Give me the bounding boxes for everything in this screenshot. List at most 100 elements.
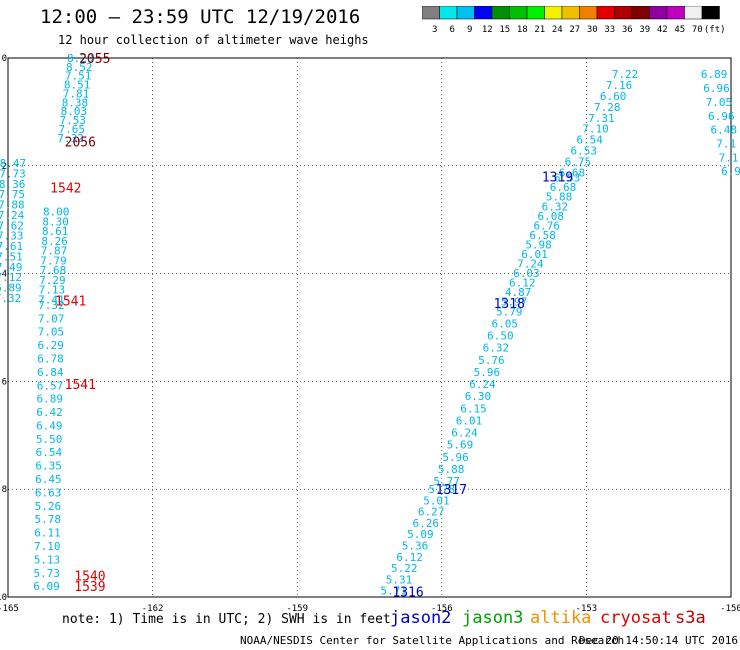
wave-height-value: 6.68 — [550, 181, 577, 194]
wave-height-value: 6.03 — [513, 267, 540, 280]
wave-height-value: 6.12 — [396, 551, 423, 564]
wave-height-value: 6.29 — [37, 339, 64, 352]
wave-height-value: 7.22 — [612, 68, 639, 81]
wave-height-value: 7.12 — [0, 271, 22, 284]
colorbar-label: (ft) — [704, 25, 726, 35]
wave-height-value: 6.58 — [529, 229, 556, 242]
wave-height-value: 7.65 — [58, 123, 85, 136]
wave-height-value: 6.48 — [711, 124, 738, 137]
wave-height-value: 5.79 — [496, 305, 523, 318]
colorbar-label: 15 — [499, 25, 510, 35]
wave-height-value: 7.28 — [594, 101, 621, 114]
wave-height-value: 6.09 — [33, 580, 60, 593]
wave-height-value: 5.22 — [391, 562, 418, 575]
legend-s3a: s3a — [675, 608, 706, 628]
wave-height-value: 8.61 — [42, 225, 69, 238]
wave-height-value: 6.63 — [35, 486, 62, 499]
wave-height-value: 7.29 — [39, 274, 66, 287]
wave-height-value: 7.73 — [0, 167, 26, 180]
wave-height-value: 8.30 — [42, 215, 69, 228]
chart-subtitle: 12 hour collection of altimeter wave hei… — [58, 33, 369, 47]
credit-line: NOAA/NESDIS Center for Satellite Applica… — [240, 634, 625, 647]
y-tick-label: 0 — [2, 54, 7, 64]
wave-height-value: 7.13 — [39, 284, 66, 297]
track-label: 1539 — [74, 580, 105, 595]
wave-height-value: 6.12 — [509, 277, 536, 290]
wave-height-value: 4.87 — [505, 286, 532, 299]
wave-height-value: 7.51 — [65, 70, 92, 83]
legend-jason3: jason3 — [462, 608, 524, 628]
colorbar-label: 3 — [432, 25, 437, 35]
wave-height-value: 6.68 — [559, 166, 586, 179]
wave-height-value: 7.49 — [0, 261, 22, 274]
wave-height-value: 6.08 — [538, 210, 565, 223]
x-tick-label: -153 — [576, 604, 598, 614]
colorbar-label: 70 — [692, 25, 703, 35]
generation-datetime: Dec 20 14:50:14 UTC 2016 — [579, 634, 738, 647]
wave-height-value: 6.45 — [35, 473, 62, 486]
wave-height-value: 5.73 — [34, 567, 61, 580]
colorbar-label: 24 — [552, 25, 563, 35]
wave-height-value: 5.31 — [386, 573, 413, 586]
wave-height-value: 8.26 — [41, 235, 68, 248]
colorbar-label: 30 — [587, 25, 598, 35]
wave-height-value: 6.50 — [487, 330, 514, 343]
wave-height-value: 7.79 — [40, 254, 67, 267]
y-tick-label: -6 — [0, 377, 7, 387]
wave-height-value: 5.69 — [447, 439, 474, 452]
track-label: 1542 — [50, 181, 81, 196]
wave-height-value: 5.88 — [438, 463, 465, 476]
wave-height-value: 5.96 — [474, 366, 501, 379]
wave-height-value: 5.26 — [35, 500, 62, 513]
track-label: 1316 — [392, 586, 423, 601]
colorbar-label: 42 — [657, 25, 668, 35]
wave-height-value: 5.78 — [429, 483, 456, 496]
wave-height-value: 7.10 — [34, 540, 61, 553]
wave-height-value: 5.96 — [442, 451, 469, 464]
wave-height-value: 6.49 — [36, 419, 63, 432]
wave-height-value: 7.1 — [719, 151, 739, 164]
wave-height-value: 6.9 — [721, 165, 740, 178]
y-tick-label: -2 — [0, 162, 7, 172]
wave-height-value: 5.78 — [34, 513, 61, 526]
wave-height-value: 6.24 — [451, 427, 478, 440]
wave-height-value: 6.54 — [36, 446, 63, 459]
wave-height-value: 6.32 — [483, 342, 510, 355]
track-label: 1317 — [436, 483, 467, 498]
wave-height-value: 7.68 — [40, 264, 67, 277]
wave-height-value: 6.84 — [37, 366, 64, 379]
wave-height-value: 8.38 — [62, 96, 89, 109]
wave-height-value: 8.00 — [43, 206, 70, 219]
wave-height-value: 5.01 — [423, 494, 450, 507]
wave-height-value: 6.01 — [456, 414, 483, 427]
wave-height-value: 5.36 — [402, 539, 429, 552]
wave-height-value: 5.09 — [407, 528, 434, 541]
x-tick-label: -162 — [142, 604, 164, 614]
wave-height-value: 5.97 — [501, 296, 528, 309]
x-tick-label: -150 — [720, 604, 740, 614]
wave-height-value: 6.89 — [0, 281, 22, 294]
wave-height-value: 7.41 — [38, 293, 65, 306]
colorbar-label: 39 — [639, 25, 650, 35]
wave-height-value: 6.60 — [600, 90, 627, 103]
colorbar-label: 36 — [622, 25, 633, 35]
wave-height-value: 6.96 — [708, 110, 735, 123]
y-tick-label: -4 — [0, 270, 7, 280]
wave-height-value: 5.88 — [546, 191, 573, 204]
wave-height-value: 5.76 — [478, 354, 505, 367]
wave-height-value: 7.05 — [38, 326, 65, 339]
chart-title: 12:00 – 23:59 UTC 12/19/2016 — [40, 6, 361, 28]
wave-height-value: 8.47 — [0, 157, 26, 170]
colorbar-swatch — [701, 6, 720, 20]
colorbar-label: 33 — [604, 25, 615, 35]
wave-height-value: 7.05 — [706, 96, 733, 109]
wave-height-value: 5.71 — [380, 585, 407, 598]
wave-height-value: 7.87 — [41, 245, 68, 258]
wave-height-value: 6.27 — [418, 506, 445, 519]
wave-height-value: 6.57 — [37, 379, 64, 392]
wave-height-value: 6.30 — [465, 390, 492, 403]
wave-height-value: 6.15 — [460, 402, 487, 415]
wave-height-value: 7.16 — [606, 79, 633, 92]
wave-height-value: 6.35 — [35, 460, 62, 473]
